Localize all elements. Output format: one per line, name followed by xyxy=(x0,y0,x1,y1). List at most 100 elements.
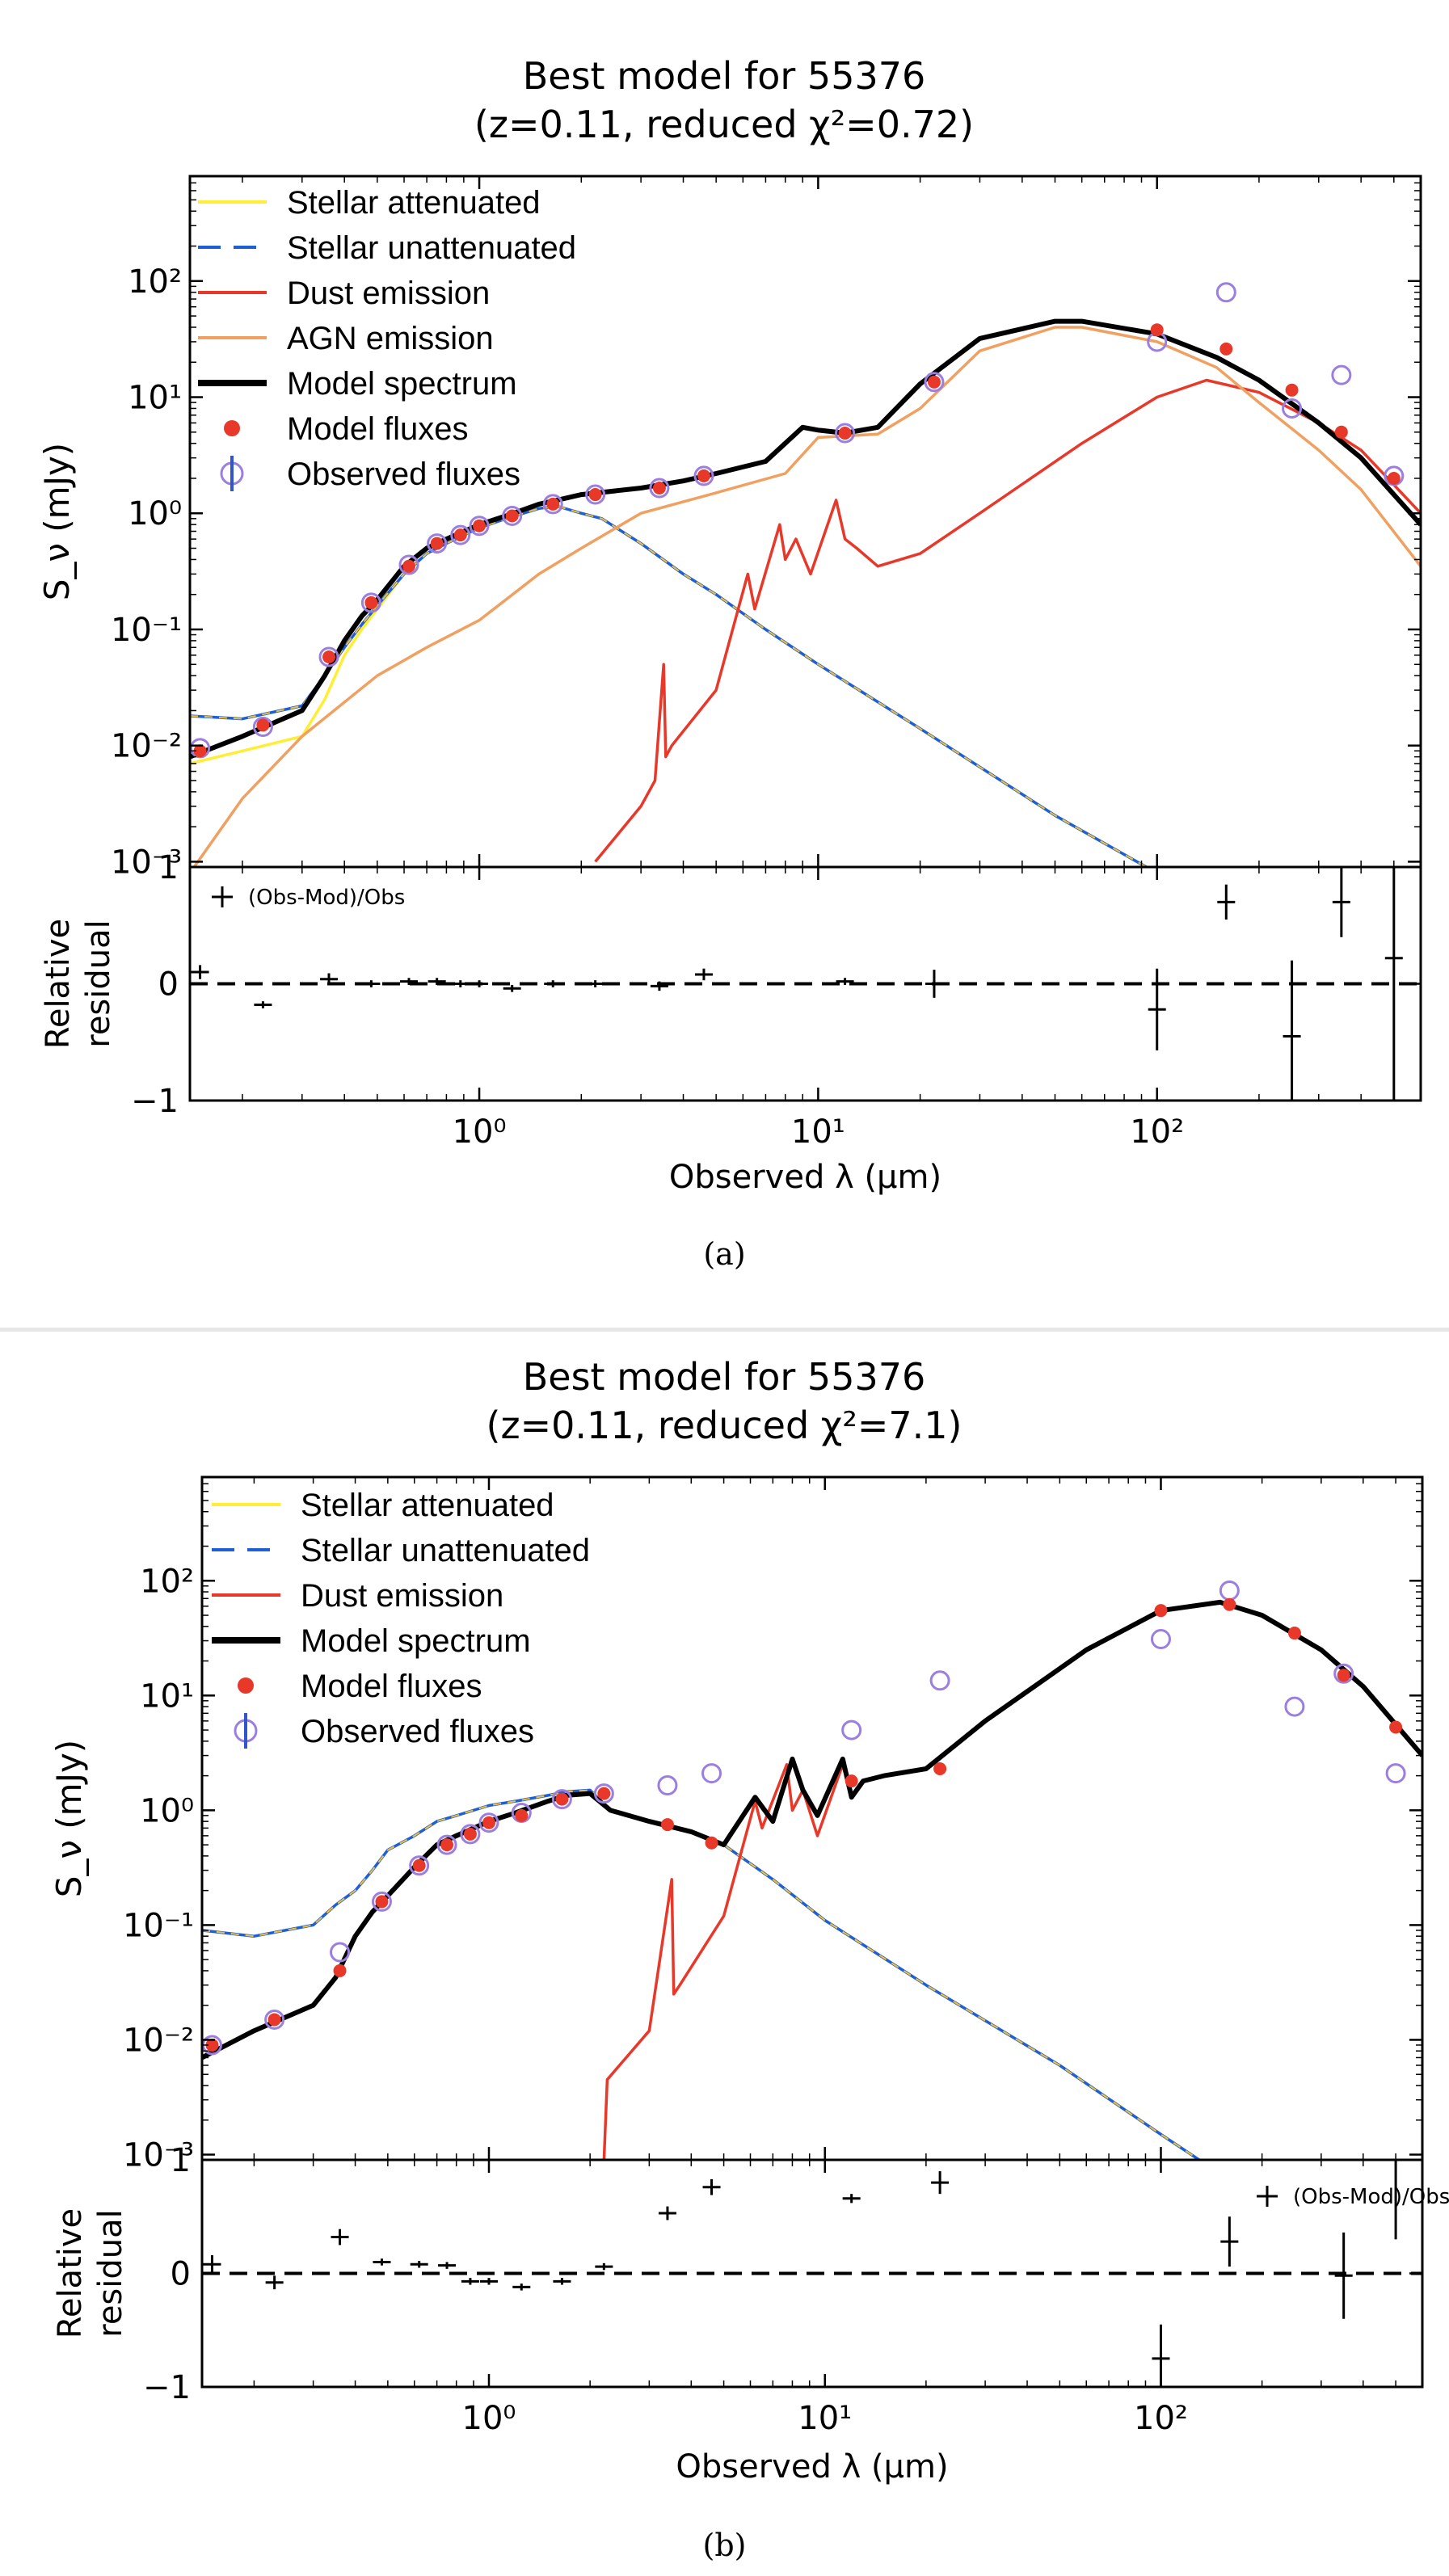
series-line-stellar-unattenuated xyxy=(190,504,1150,867)
observed-flux-point xyxy=(450,524,471,545)
model-flux-point xyxy=(1150,323,1164,337)
observed-flux-point xyxy=(693,465,714,486)
resid-y-tick-label: 0 xyxy=(158,966,179,1004)
observed-flux-point xyxy=(460,1824,481,1845)
observed-flux-point xyxy=(841,1719,862,1740)
model-flux-point xyxy=(555,1792,569,1806)
observed-flux-point xyxy=(657,1774,678,1795)
model-flux-point xyxy=(463,1827,477,1841)
x-tick-label: 10⁰ xyxy=(453,1113,507,1151)
y-tick-label: 10¹ xyxy=(140,1677,194,1715)
observed-flux-point xyxy=(478,1812,499,1833)
observed-flux-point xyxy=(371,1891,392,1912)
model-flux-point xyxy=(256,718,270,732)
observed-flux-point xyxy=(542,494,563,515)
observed-flux-point xyxy=(264,2009,285,2030)
series-line-overlay-stellar-unattenuated xyxy=(202,1789,1200,2160)
model-flux-point xyxy=(546,497,560,511)
observed-flux-point xyxy=(924,372,945,393)
chart-title-line1: Best model for 55376 xyxy=(523,1355,926,1399)
y-axis-label: S_ν (mJy) xyxy=(37,443,77,600)
series-line-overlay-stellar-unattenuated xyxy=(190,505,1148,867)
model-flux-point xyxy=(927,375,941,389)
x-tick-label: 10⁰ xyxy=(462,2400,516,2437)
observed-flux-point xyxy=(593,1783,614,1804)
y-tick-label: 10⁻² xyxy=(123,2022,194,2059)
series-line-stellar-attenuated xyxy=(202,1791,1200,2160)
observed-flux-point xyxy=(649,478,670,499)
legend-label-observed-fluxes: Observed fluxes xyxy=(301,1714,534,1749)
model-flux-point xyxy=(933,1762,947,1775)
observed-flux-point xyxy=(330,1942,351,1963)
legend-label-stellar-unattenuated: Stellar unattenuated xyxy=(287,230,576,266)
legend-label-model-spectrum: Model spectrum xyxy=(301,1623,531,1659)
series-line-stellar-unattenuated xyxy=(202,1788,1200,2160)
model-flux-point xyxy=(838,427,852,440)
chart-title-line2: (z=0.11, reduced χ²=7.1) xyxy=(487,1404,962,1447)
resid-y-label-line2: residual xyxy=(92,2209,129,2338)
legend-label-agn-emission: AGN emission xyxy=(287,321,494,356)
sed-chart-a: Best model for 55376 (z=0.11, reduced χ²=… xyxy=(37,54,1422,1196)
residual-group xyxy=(203,2160,1397,2387)
y-tick-label: 10⁻³ xyxy=(111,844,182,881)
y-tick-label: 10² xyxy=(140,1563,194,1600)
y-axis-label: S_ν (mJy) xyxy=(49,1740,89,1897)
y-tick-label: 10⁻¹ xyxy=(123,1907,194,1944)
model-flux-point xyxy=(515,1808,529,1822)
observed-flux-point xyxy=(1385,1763,1406,1784)
series-group xyxy=(190,282,1421,867)
model-flux-point xyxy=(1337,1669,1350,1682)
model-flux-point xyxy=(1334,425,1348,439)
observed-flux-point xyxy=(585,484,606,505)
resid-y-tick-label: 0 xyxy=(171,2256,191,2293)
series-line-dust-emission xyxy=(594,378,1421,863)
y-tick-label: 10⁻³ xyxy=(123,2137,194,2174)
y-tick-label: 10⁰ xyxy=(128,495,182,532)
model-flux-point xyxy=(453,528,467,542)
caption-b: (b) xyxy=(702,2528,747,2563)
observed-flux-point xyxy=(835,423,856,444)
model-flux-point xyxy=(267,2013,281,2027)
observed-flux-point xyxy=(1331,364,1352,385)
observed-flux-point xyxy=(1150,1629,1171,1650)
model-flux-point xyxy=(473,519,487,532)
model-flux-point xyxy=(845,1774,858,1788)
resid-legend-label: (Obs-Mod)/Obs xyxy=(248,886,405,910)
model-flux-point xyxy=(652,481,666,495)
observed-flux-point xyxy=(701,1763,722,1784)
legend-label-model-fluxes: Model fluxes xyxy=(287,411,469,447)
model-flux-point xyxy=(193,744,207,758)
observed-flux-point xyxy=(409,1855,430,1876)
observed-flux-point xyxy=(1219,1581,1240,1602)
x-tick-label: 10² xyxy=(1134,2400,1188,2437)
model-flux-point xyxy=(1389,1720,1403,1734)
model-flux-point xyxy=(1287,1627,1301,1640)
model-flux-point xyxy=(505,509,519,523)
x-tick-label: 10² xyxy=(1130,1113,1184,1151)
observed-flux-point xyxy=(551,1789,572,1810)
observed-flux-point xyxy=(252,717,273,738)
model-flux-point xyxy=(660,1818,674,1832)
observed-flux-point xyxy=(318,646,339,667)
caption-a: (a) xyxy=(703,1236,746,1272)
observed-flux-point xyxy=(360,592,381,613)
model-flux-point xyxy=(1219,342,1233,356)
observed-flux-point xyxy=(469,516,490,537)
y-tick-label: 10² xyxy=(128,263,182,301)
legend-swatch-model-fluxes xyxy=(224,420,240,436)
model-flux-point xyxy=(412,1858,426,1872)
observed-flux-point xyxy=(398,554,419,575)
y-tick-label: 10⁻² xyxy=(111,728,182,765)
series-group xyxy=(202,1581,1422,2160)
legend-label-stellar-unattenuated: Stellar unattenuated xyxy=(301,1533,590,1568)
figure-panel-a: Best model for 55376 (z=0.11, reduced χ²=… xyxy=(37,54,1422,1272)
x-tick-label: 10¹ xyxy=(798,2400,852,2437)
series-line-agn-emission xyxy=(192,326,1421,867)
model-flux-point xyxy=(333,1964,347,1977)
chart-title-line2: (z=0.11, reduced χ²=0.72) xyxy=(474,103,974,146)
model-flux-point xyxy=(375,1895,389,1909)
model-flux-point xyxy=(1223,1597,1236,1611)
model-flux-point xyxy=(402,559,415,573)
x-tick-label: 10¹ xyxy=(791,1113,845,1151)
model-flux-point xyxy=(482,1816,495,1829)
